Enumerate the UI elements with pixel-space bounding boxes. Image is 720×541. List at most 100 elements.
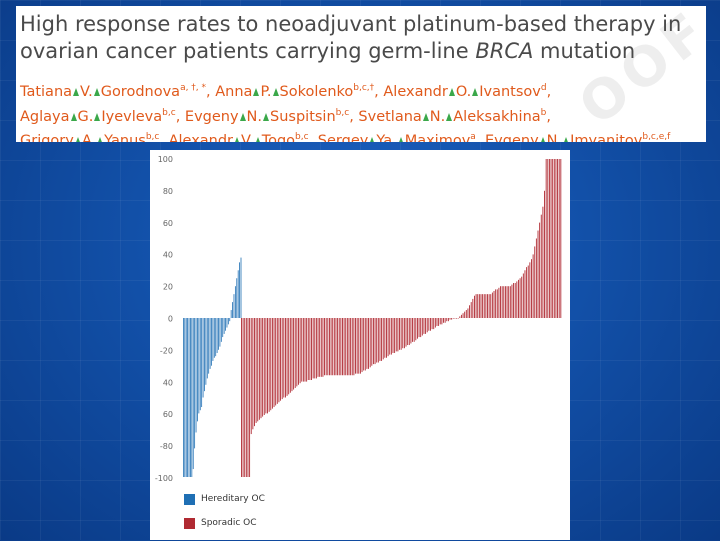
bar	[267, 318, 268, 414]
bar	[208, 318, 210, 374]
marker-icon	[239, 112, 246, 121]
bar	[493, 290, 495, 318]
bar	[343, 318, 345, 376]
bar	[302, 318, 304, 382]
bar	[355, 318, 356, 374]
author-affiliation: a	[470, 132, 476, 142]
bar	[212, 318, 214, 361]
bar	[275, 318, 277, 406]
bar	[405, 318, 407, 347]
chart-panel: 100 80 60 40 20 0 -20 40 60 -80 -100 Hereditary OC…	[150, 150, 570, 540]
bar	[552, 159, 554, 318]
bar	[376, 318, 378, 363]
marker-icon	[563, 137, 570, 142]
bar	[192, 318, 194, 470]
bar	[394, 318, 396, 353]
author-affiliation: b,c,e,f	[642, 132, 671, 142]
bar	[449, 318, 451, 320]
bar	[500, 286, 501, 318]
author-name[interactable]: Aglaya G. Iyevlevab,c	[20, 107, 176, 125]
bar	[547, 159, 549, 318]
bar	[434, 318, 436, 328]
author-name[interactable]: Svetlana N. Aleksakhinab	[358, 107, 547, 125]
author-affiliation: b,c	[335, 107, 350, 118]
bar	[268, 318, 270, 412]
bar	[426, 318, 428, 333]
bar	[487, 294, 488, 318]
y-tick-label: 40	[163, 251, 173, 260]
bar	[421, 318, 423, 336]
bar	[459, 316, 461, 318]
bar	[527, 265, 529, 318]
bar	[216, 318, 218, 353]
bar	[408, 318, 410, 346]
marker-icon	[73, 87, 80, 96]
y-tick-label: 60	[163, 219, 173, 228]
author-affiliation: b,c	[145, 132, 160, 142]
bar	[322, 318, 324, 377]
bar	[202, 318, 204, 398]
bar	[443, 318, 444, 323]
bar	[470, 302, 472, 318]
bar	[359, 318, 361, 374]
author-name[interactable]: Alexandr O. Ivantsovd	[383, 83, 547, 100]
bar	[496, 289, 498, 318]
bar	[226, 318, 228, 328]
author-name[interactable]: Evgeny N. Suspitsinb,c	[184, 107, 350, 125]
bar	[289, 318, 291, 393]
bar	[187, 318, 189, 477]
bar	[262, 318, 264, 417]
bar	[351, 318, 353, 376]
bar	[281, 318, 283, 400]
bar	[278, 318, 280, 403]
legend-item-sporadic: Sporadic OC	[184, 517, 265, 529]
author-name[interactable]: Alexandr V. Togob,c	[169, 133, 309, 142]
marker-icon	[94, 112, 101, 121]
bar	[390, 318, 392, 355]
bar	[410, 318, 412, 344]
legend-label-hereditary: Hereditary OC	[201, 494, 265, 504]
author-affiliation: b,c,†	[353, 83, 375, 93]
bar	[194, 318, 196, 449]
bar	[454, 318, 456, 319]
bar	[480, 294, 482, 318]
y-tick-label: -80	[160, 442, 173, 451]
author-name[interactable]: Tatiana V. Gorodnovaa, †, *	[20, 83, 207, 100]
bar	[306, 318, 308, 382]
bar	[384, 318, 386, 358]
bar	[249, 318, 251, 477]
bar	[325, 318, 327, 376]
bar	[190, 318, 191, 477]
bar	[460, 314, 462, 318]
paper-title: High response rates to neoadjuvant plati…	[20, 11, 700, 65]
marker-icon	[70, 112, 77, 121]
y-tick-label: 20	[163, 283, 173, 292]
bar	[402, 318, 404, 349]
bar	[312, 318, 314, 379]
bar	[294, 318, 296, 388]
marker-icon	[234, 137, 241, 142]
bar	[420, 318, 422, 338]
marker-icon	[263, 112, 270, 121]
bar	[485, 294, 487, 318]
author-list: Tatiana V. Gorodnovaa, †, *, Anna P. Sokolen…	[20, 78, 704, 142]
author-name[interactable]: Sergey Ya. Maximova	[318, 133, 476, 142]
bar	[230, 310, 232, 318]
bar	[265, 318, 267, 414]
bar	[464, 311, 466, 318]
marker-icon	[93, 87, 100, 96]
y-tick-label: 80	[163, 187, 173, 196]
bar	[444, 318, 446, 323]
author-name[interactable]: Grigory A. Yanusb,c	[20, 133, 159, 142]
marker-icon	[272, 87, 279, 96]
author-name[interactable]: Anna P. Sokolenkob,c,†	[215, 83, 375, 100]
bar	[465, 310, 467, 318]
bar	[490, 294, 492, 318]
y-tick-label: -100	[155, 474, 173, 483]
bar	[514, 283, 516, 318]
author-name[interactable]: Evgeny N. Imyanitovb,c,e,f	[485, 133, 670, 142]
bar	[276, 318, 278, 404]
bar	[457, 318, 459, 319]
bar	[236, 278, 238, 318]
bar	[298, 318, 299, 385]
